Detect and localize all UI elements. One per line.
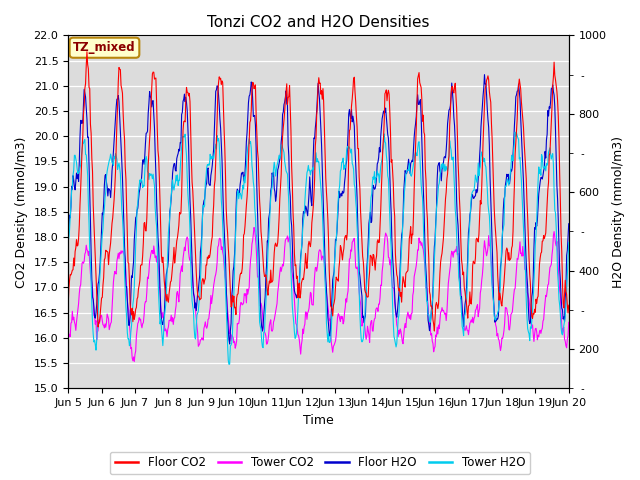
Legend: Floor CO2, Tower CO2, Floor H2O, Tower H2O: Floor CO2, Tower CO2, Floor H2O, Tower H…	[110, 452, 530, 474]
Title: Tonzi CO2 and H2O Densities: Tonzi CO2 and H2O Densities	[207, 15, 429, 30]
Text: TZ_mixed: TZ_mixed	[73, 41, 136, 54]
Y-axis label: H2O Density (mmol/m3): H2O Density (mmol/m3)	[612, 136, 625, 288]
Y-axis label: CO2 Density (mmol/m3): CO2 Density (mmol/m3)	[15, 136, 28, 288]
X-axis label: Time: Time	[303, 414, 334, 427]
